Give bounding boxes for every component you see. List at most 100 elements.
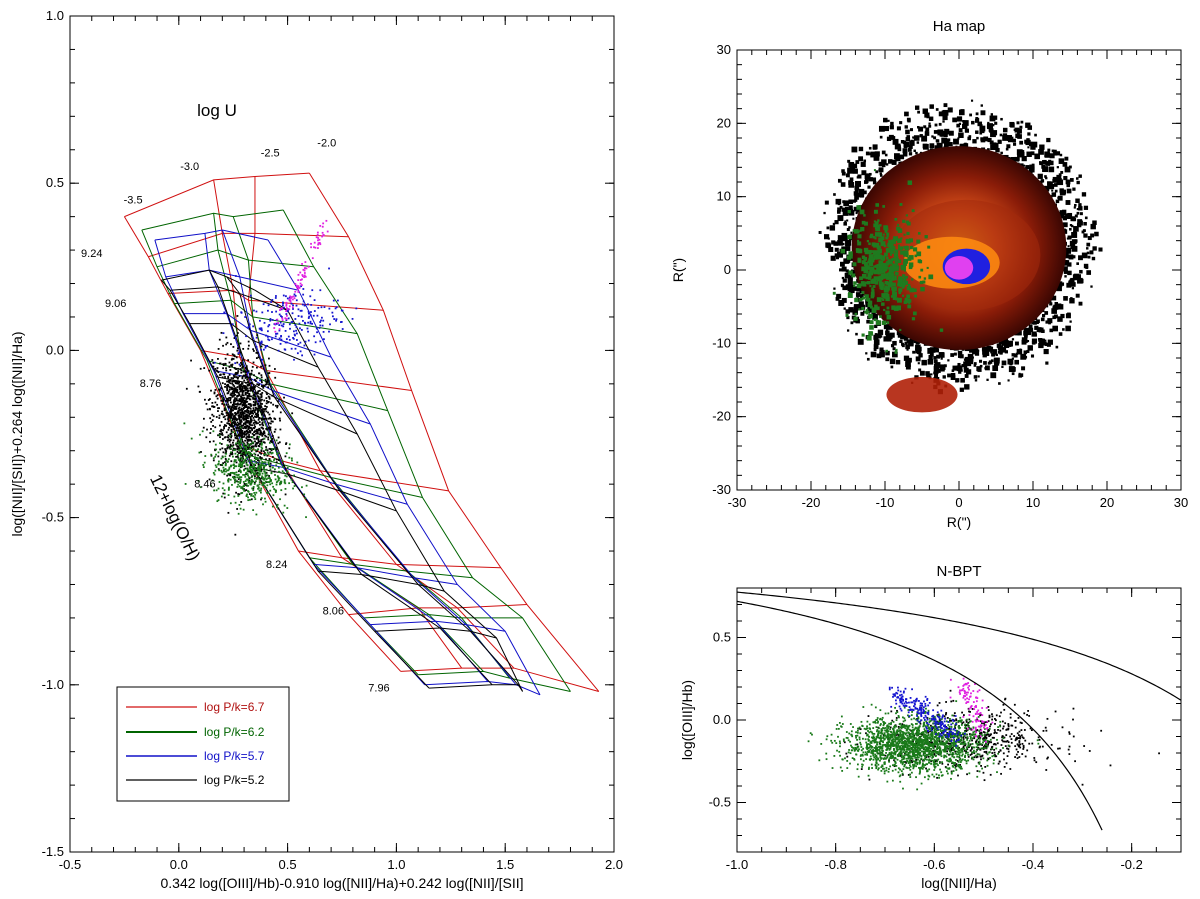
ha-pixel xyxy=(1081,252,1088,259)
ha-pixel xyxy=(826,243,832,249)
scatter-point xyxy=(246,446,249,449)
ha-pixel xyxy=(877,329,884,335)
ha-pixel xyxy=(1007,379,1010,382)
scatter-point xyxy=(250,412,252,415)
scatter-point xyxy=(273,327,276,329)
x-tick-label: -0.5 xyxy=(59,857,81,872)
scatter-point xyxy=(228,466,231,469)
ha-pixel xyxy=(1046,137,1051,143)
scatter-point xyxy=(231,471,234,474)
ha-pixel xyxy=(1025,122,1031,128)
ha-pixel xyxy=(835,256,839,260)
ha-pixel xyxy=(1079,269,1083,274)
ha-pixel xyxy=(850,321,854,325)
scatter-point xyxy=(307,330,309,333)
scatter-point xyxy=(245,381,247,384)
scatter-point xyxy=(297,273,300,276)
scatter-point xyxy=(244,370,247,373)
ha-pixel xyxy=(964,356,971,363)
scatter-point xyxy=(225,462,227,465)
scatter-point xyxy=(286,297,289,300)
scatter-point xyxy=(246,435,249,438)
ha-pixel xyxy=(1072,255,1076,259)
scatter-point xyxy=(279,419,281,422)
ha-pixel xyxy=(992,365,999,371)
scatter-point xyxy=(293,333,296,336)
scatter-point xyxy=(263,385,266,387)
scatter-point xyxy=(298,286,301,289)
ha-pixel xyxy=(996,357,1000,362)
ha-pixel xyxy=(841,207,847,212)
scatter-point xyxy=(258,397,260,400)
scatter-point xyxy=(263,465,266,468)
ha-pixel xyxy=(1020,152,1025,157)
scatter-point xyxy=(235,423,238,426)
scatter-point xyxy=(251,386,254,389)
scatter-point xyxy=(238,363,241,366)
scatter-point xyxy=(251,432,254,435)
scatter-point xyxy=(237,459,240,461)
ha-pixel xyxy=(839,205,843,209)
scatter-point xyxy=(238,409,241,412)
scatter-point xyxy=(237,414,240,417)
scatter-point xyxy=(249,294,252,297)
scatter-point xyxy=(355,307,358,310)
ha-pixel xyxy=(915,151,918,155)
scatter-point xyxy=(277,349,280,352)
scatter-point xyxy=(249,467,251,470)
ha-pixel xyxy=(1062,216,1067,221)
ha-pixel xyxy=(957,137,960,140)
scatter-point xyxy=(244,458,247,461)
ha-pixel xyxy=(969,113,973,117)
scatter-point xyxy=(302,300,305,303)
ha-pixel xyxy=(938,111,944,117)
scatter-point xyxy=(309,314,312,317)
scatter-point xyxy=(238,406,241,409)
scatter-point xyxy=(221,402,224,405)
scatter-point xyxy=(255,346,258,348)
ha-pixel xyxy=(937,129,944,136)
ha-pixel xyxy=(1073,226,1079,232)
scatter-point xyxy=(245,445,247,448)
ha-pixel xyxy=(1045,161,1051,166)
scatter-point xyxy=(247,403,250,406)
scatter-point xyxy=(247,439,250,442)
scatter-point xyxy=(243,434,246,436)
scatter-point xyxy=(254,475,256,478)
scatter-point xyxy=(241,385,244,388)
scatter-point xyxy=(234,448,236,450)
scatter-point xyxy=(317,242,320,245)
scatter-point xyxy=(280,338,283,341)
scatter-point xyxy=(253,410,256,413)
scatter-point xyxy=(221,487,224,490)
ha-pixel xyxy=(845,173,850,178)
scatter-point xyxy=(259,443,262,445)
ha-pixel xyxy=(1019,373,1024,377)
scatter-point xyxy=(251,471,254,473)
scatter-point xyxy=(233,337,236,339)
scatter-point xyxy=(273,470,276,473)
scatter-point xyxy=(236,437,239,440)
scatter-point xyxy=(244,367,247,369)
scatter-point xyxy=(250,427,253,430)
scatter-point xyxy=(242,412,245,415)
scatter-point xyxy=(217,462,220,465)
scatter-point xyxy=(254,391,257,394)
scatter-point xyxy=(220,421,223,423)
ha-pixel xyxy=(1091,256,1096,261)
ha-pixel xyxy=(1048,184,1053,190)
scatter-point xyxy=(294,347,297,350)
scatter-point xyxy=(240,476,243,479)
scatter-point xyxy=(224,418,227,421)
ha-pixel xyxy=(840,182,846,187)
scatter-point xyxy=(221,432,224,435)
scatter-point xyxy=(244,480,247,482)
grid-metallicity-line xyxy=(418,670,571,692)
scatter-point xyxy=(246,478,249,481)
scatter-point xyxy=(264,500,267,503)
scatter-point xyxy=(270,301,273,303)
ha-pixel xyxy=(1063,260,1070,266)
scatter-point xyxy=(229,474,232,477)
scatter-point xyxy=(297,285,300,287)
